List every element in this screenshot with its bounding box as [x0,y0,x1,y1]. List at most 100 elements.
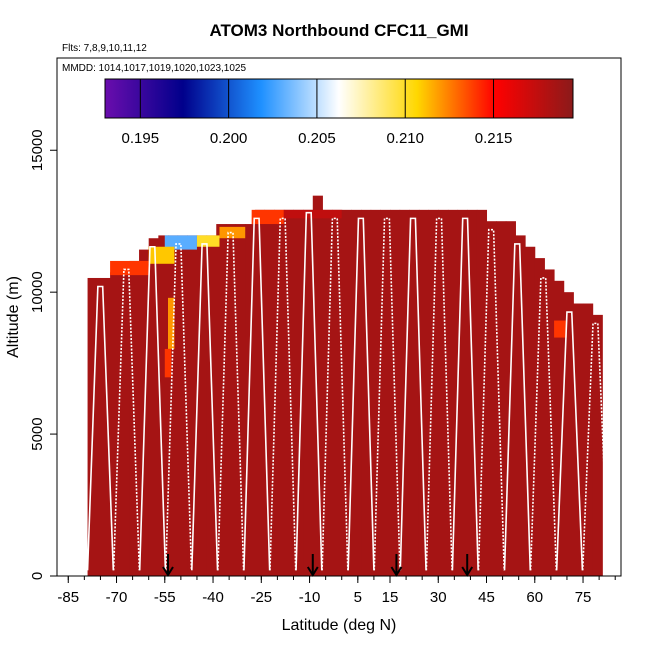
flight-track [269,217,297,571]
flight-track [529,277,558,571]
curtain-column [476,209,488,576]
colorbar-gradient [104,78,574,119]
x-tick-label: -85 [57,589,79,606]
y-axis-label: Altitude (m) [5,276,22,358]
flight-track [581,322,610,571]
curtain-column [428,209,439,576]
curtain-column [100,277,111,576]
axes: -85 -70 -55 -40 -25 -10 5 15 30 45 60 75 0 5000 10000 1… [29,129,616,606]
curtain-column [389,209,401,576]
flight-track [321,217,349,571]
chart-title: ATOM3 Northbound CFC11_GMI [209,21,468,40]
curtain-column [293,209,304,576]
colorbar-tick-label: 0.195 [122,130,160,147]
flight-track [295,211,323,571]
marker-arrow-head [461,566,474,577]
curtain-column [196,235,208,576]
curtain-column [505,221,516,576]
curtain-column [409,209,420,576]
anomaly-cell [148,246,175,264]
curtain-column [235,224,246,577]
curtain-column [486,221,497,576]
anomaly-cell [110,260,149,276]
x-tick-label: -70 [106,589,128,606]
curtain-column [110,272,121,576]
anomaly-cell [196,235,220,247]
curtain-column [312,195,323,576]
anomaly-cell [554,320,567,338]
flight-track [112,268,141,571]
x-tick-label: 15 [382,589,399,606]
colorbar: 0.195 0.200 0.205 0.210 0.215 [104,78,574,147]
curtain-column [361,209,372,576]
anomaly-cell [283,209,342,219]
flights-label: Flts: 7,8,9,10,11,12 [62,43,147,54]
flight-track [164,243,193,571]
curtain-column [554,280,565,576]
curtain-column [254,209,266,576]
flight-track [243,217,271,571]
x-tick-label: 75 [575,589,592,606]
curtain-column [341,209,352,576]
curtain-column [245,224,256,577]
curtain-column [87,277,101,576]
x-tick-label: 60 [526,589,543,606]
x-axis-label: Latitude (deg N) [282,617,397,634]
curtain-column [438,209,449,576]
anomaly-cell [164,235,197,250]
anomaly-cell [251,209,284,225]
curtain-column [457,209,468,576]
curtain-column [515,235,526,576]
x-tick-label: 30 [430,589,447,606]
flight-track [86,285,115,571]
marker-arrow-head [162,566,174,577]
curtain-column [496,221,507,576]
curtain-column [351,209,362,576]
curtain-column [370,209,381,576]
y-tick-label: 5000 [29,417,46,450]
curtain-column [322,209,333,576]
curtain-column [303,209,314,576]
flight-track [425,217,453,571]
flight-track [373,217,401,571]
flight-track [217,231,245,571]
curtain-column [158,235,169,576]
curtain-column [129,260,140,576]
colorbar-tick-label: 0.215 [475,130,513,147]
curtain-column [216,224,227,577]
flight-track [555,311,584,571]
x-tick-label: -10 [299,589,321,606]
curtain-column [148,238,159,577]
curtain-column [534,258,545,576]
x-tick-label: -25 [250,589,272,606]
anomaly-cell [164,348,172,378]
x-tick-label: -55 [154,589,176,606]
marker-arrow-head [306,566,319,577]
flight-track [503,243,532,571]
x-tick-label: 5 [354,589,362,606]
curtain-column [274,209,285,576]
curtain-column [525,246,536,577]
flight-track [347,217,375,571]
curtain-column [592,314,603,576]
y-tick-label: 0 [29,572,46,580]
anomaly-cell [219,226,246,239]
anomaly-cell [167,297,175,349]
curtain-column [332,209,343,576]
curtain-column [177,235,188,576]
plot-frame [56,57,622,577]
x-tick-label: 45 [478,589,495,606]
flight-track [477,228,506,571]
colorbar-tick-label: 0.205 [298,130,336,147]
marker-arrow-head [390,566,403,577]
curtain-column [187,235,198,576]
curtain-column [380,209,391,576]
curtain-column [167,235,179,576]
curtain-column [563,292,574,576]
curtain-column [283,209,294,576]
curtain-column [264,209,275,576]
x-tick-label: -40 [202,589,224,606]
flight-track [138,245,167,571]
colorbar-tick-label: 0.210 [386,130,424,147]
